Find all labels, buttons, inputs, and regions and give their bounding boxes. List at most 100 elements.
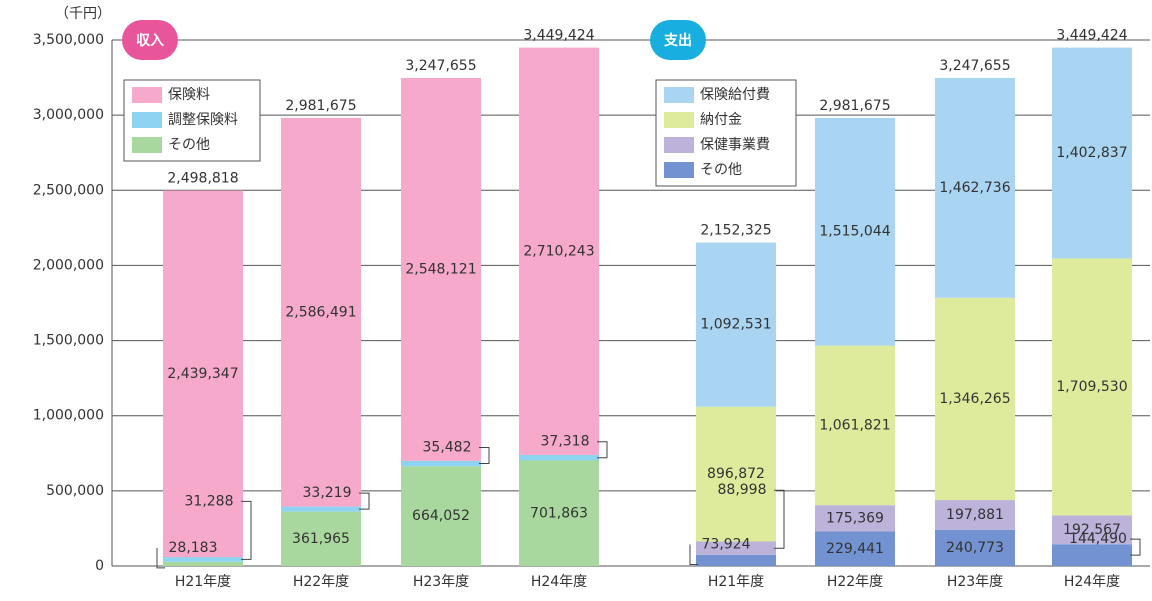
x-tick-label: H21年度: [175, 574, 231, 590]
bar-segment: [815, 117, 895, 346]
legend-label: 保険給付費: [700, 87, 770, 103]
value-label: 2,548,121: [405, 261, 476, 277]
legend-swatch: [664, 162, 694, 178]
bar-segment: [935, 529, 1015, 566]
legend-swatch: [664, 112, 694, 128]
legend-label: その他: [700, 162, 742, 178]
bar-segment: [696, 554, 776, 566]
y-tick-label: 0: [95, 558, 104, 574]
value-label: 144,490: [1069, 531, 1127, 547]
value-label: 229,441: [826, 541, 884, 557]
y-tick-label: 2,500,000: [33, 182, 104, 198]
x-tick-label: H22年度: [293, 574, 349, 590]
bar-segment: [815, 345, 895, 506]
legend-swatch: [132, 87, 162, 103]
bar-segment: [519, 460, 599, 566]
total-label: 2,981,675: [285, 98, 356, 114]
x-tick-label: H23年度: [947, 574, 1003, 590]
value-label: 2,710,243: [523, 243, 594, 259]
y-tick-label: 1,000,000: [33, 408, 104, 424]
bar-segment: [519, 47, 599, 455]
leader-line: [359, 492, 370, 510]
legend-swatch: [664, 87, 694, 103]
legend-swatch: [132, 137, 162, 153]
x-tick-label: H23年度: [413, 574, 469, 590]
x-tick-label: H22年度: [827, 574, 883, 590]
legend-label: その他: [168, 137, 210, 153]
value-label: 1,462,736: [939, 180, 1010, 196]
value-label: 1,061,821: [819, 417, 890, 433]
total-label: 2,498,818: [167, 170, 238, 186]
value-label: 197,881: [946, 507, 1004, 523]
legend-swatch: [664, 137, 694, 153]
value-label: 88,998: [718, 482, 767, 498]
bar-segment: [163, 190, 243, 558]
value-label: 37,318: [541, 434, 590, 450]
value-label: 1,709,530: [1056, 379, 1127, 395]
bar-segment: [935, 500, 1015, 530]
bar-segment: [696, 406, 776, 542]
total-label: 3,449,424: [1056, 28, 1127, 44]
bar-segment: [815, 531, 895, 566]
leader-line: [156, 547, 165, 569]
legend-label: 調整保険料: [168, 112, 238, 128]
value-label: 35,482: [423, 440, 472, 456]
value-label: 1,092,531: [700, 317, 771, 333]
value-label: 1,402,837: [1056, 145, 1127, 161]
y-tick-label: 2,000,000: [33, 257, 104, 273]
title-badge: [122, 20, 178, 60]
value-label: 2,439,347: [167, 366, 238, 382]
legend-swatch: [132, 112, 162, 128]
group-title: 支出: [663, 32, 692, 49]
group-title: 収入: [136, 32, 164, 49]
bar-segment: [281, 117, 361, 507]
title-badge: [650, 20, 706, 60]
value-label: 192,567: [1063, 522, 1121, 538]
value-label: 240,773: [946, 540, 1004, 556]
y-tick-label: 3,500,000: [33, 32, 104, 48]
bar-segment: [163, 561, 243, 566]
total-label: 3,247,655: [405, 58, 476, 74]
bar-segment: [401, 460, 481, 467]
total-label: 3,449,424: [523, 28, 594, 44]
value-label: 361,965: [292, 531, 350, 547]
legend-label: 保険料: [168, 87, 210, 103]
value-label: 1,346,265: [939, 391, 1010, 407]
bar-segment: [281, 511, 361, 566]
bar-segment: [401, 466, 481, 566]
leader-line: [479, 447, 490, 465]
bar-segment: [935, 77, 1015, 298]
bar-segment: [935, 297, 1015, 501]
value-label: 2,586,491: [285, 304, 356, 320]
y-tick-label: 1,500,000: [33, 333, 104, 349]
x-tick-label: H21年度: [708, 574, 764, 590]
value-label: 664,052: [412, 508, 470, 524]
value-label: 175,369: [826, 510, 884, 526]
value-label: 73,924: [702, 536, 751, 552]
total-label: 2,152,325: [700, 223, 771, 239]
leader-line: [774, 489, 785, 549]
leader-line: [1130, 538, 1141, 556]
y-unit: （千円）: [55, 6, 111, 22]
leader-line: [241, 500, 252, 560]
value-label: 1,515,044: [819, 224, 890, 240]
value-label: 701,863: [530, 505, 588, 521]
bar-segment: [1052, 544, 1132, 566]
bar-segment: [815, 505, 895, 532]
legend-label: 保健事業費: [700, 137, 770, 153]
bar-segment: [696, 541, 776, 555]
bar-segment: [401, 77, 481, 461]
total-label: 2,981,675: [819, 98, 890, 114]
total-label: 3,247,655: [939, 58, 1010, 74]
leader-line: [597, 441, 608, 459]
x-tick-label: H24年度: [1064, 574, 1120, 590]
value-label: 31,288: [185, 493, 234, 509]
leader-line: [689, 544, 698, 565]
bar-segment: [1052, 258, 1132, 516]
bar-segment: [163, 557, 243, 562]
legend-label: 納付金: [700, 112, 742, 128]
bar-segment: [696, 242, 776, 407]
value-label: 896,872: [707, 466, 765, 482]
y-tick-label: 500,000: [46, 483, 104, 499]
